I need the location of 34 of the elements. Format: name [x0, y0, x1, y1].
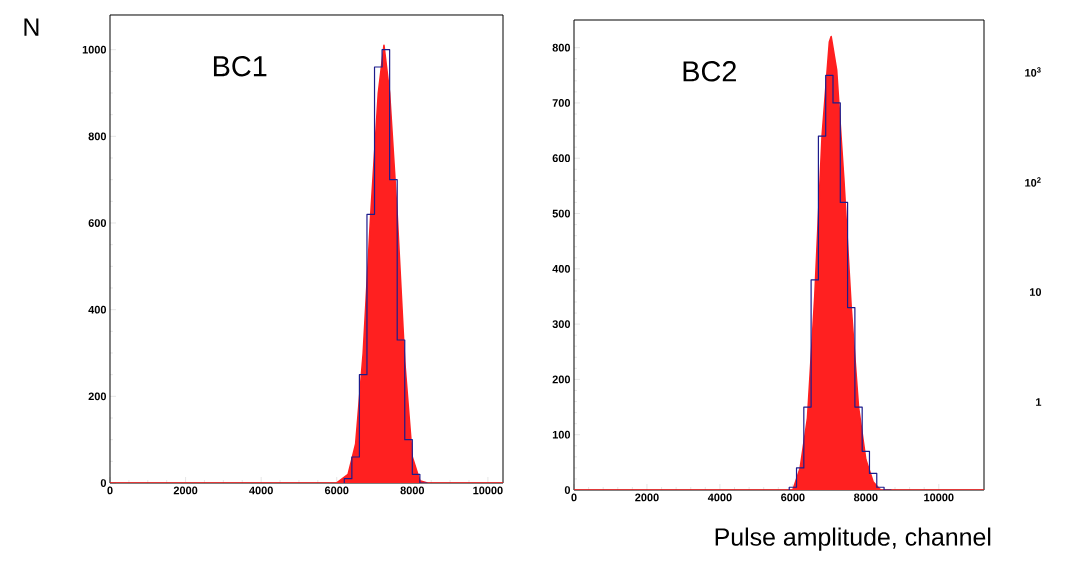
x-axis-title: Pulse amplitude, channel	[715, 527, 991, 551]
x-tick-label: 2000	[173, 486, 198, 495]
y-axis-title: N	[24, 18, 39, 36]
x-tick-label: 8000	[853, 493, 878, 502]
annotation: BC1	[213, 55, 267, 77]
x-tick-label: 0	[107, 486, 113, 495]
text: 1	[1036, 398, 1042, 406]
y-tick-label: 200	[88, 392, 107, 401]
y-tick-label: 100	[552, 430, 571, 439]
x-tick-label: 0	[571, 493, 577, 502]
x-tick-label: 6000	[324, 486, 349, 495]
x-tick-label: 6000	[781, 493, 805, 502]
y-tick-label: 600	[552, 154, 571, 163]
y-tick-label: 400	[88, 305, 107, 314]
y-tick-label: 300	[552, 320, 571, 329]
annotation: BC2	[683, 61, 736, 82]
y-tick-label: 200	[552, 375, 571, 384]
y-tick-label: 800	[552, 43, 571, 52]
text: 10$^{3}$	[1025, 67, 1041, 77]
text: 10$^{2}$	[1025, 177, 1041, 187]
x-tick-label: 10000	[924, 493, 954, 502]
y-tick-label: 1000	[82, 45, 107, 54]
y-tick-label: 500	[552, 209, 571, 218]
x-tick-label: 8000	[400, 486, 425, 495]
y-tick-label: 0	[100, 479, 107, 487]
x-tick-label: 4000	[249, 486, 273, 495]
x-tick-label: 10000	[473, 486, 503, 495]
x-tick-label: 2000	[635, 493, 659, 502]
y-tick-label: 600	[88, 219, 107, 227]
text: 10	[1029, 288, 1042, 296]
x-tick-label: 4000	[707, 493, 732, 502]
y-tick-label: 400	[552, 264, 571, 273]
y-tick-label: 800	[88, 132, 107, 141]
y-tick-label: 700	[552, 99, 571, 107]
